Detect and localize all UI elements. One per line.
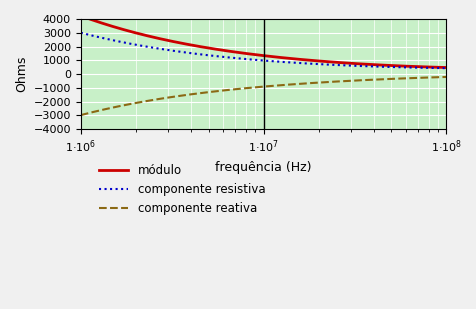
- componente resistiva: [238, 57, 244, 61]
- componente reativa: [238, 87, 244, 91]
- módulo: [443, 66, 448, 69]
- componente reativa: [362, 78, 368, 82]
- componente reativa: [115, 104, 121, 108]
- Line: componente resistiva: componente resistiva: [80, 33, 446, 68]
- componente resistiva: [115, 40, 121, 43]
- componente resistiva: [225, 56, 231, 59]
- componente reativa: [328, 80, 334, 84]
- módulo: [225, 49, 231, 53]
- componente reativa: [78, 113, 83, 117]
- módulo: [78, 14, 83, 18]
- módulo: [115, 26, 121, 30]
- Line: módulo: módulo: [80, 16, 446, 67]
- componente reativa: [443, 75, 448, 79]
- componente resistiva: [369, 65, 375, 68]
- componente reativa: [369, 78, 375, 82]
- componente reativa: [225, 88, 231, 92]
- módulo: [238, 51, 244, 55]
- módulo: [328, 60, 334, 64]
- módulo: [362, 62, 368, 66]
- componente resistiva: [362, 64, 368, 68]
- Line: componente reativa: componente reativa: [80, 77, 446, 115]
- componente resistiva: [78, 31, 83, 35]
- X-axis label: frequência (Hz): frequência (Hz): [215, 161, 311, 174]
- módulo: [369, 63, 375, 66]
- Y-axis label: Ohms: Ohms: [15, 56, 28, 92]
- Legend: módulo, componente resistiva, componente reativa: módulo, componente resistiva, componente…: [94, 159, 269, 219]
- componente resistiva: [443, 66, 448, 70]
- componente resistiva: [328, 63, 334, 67]
